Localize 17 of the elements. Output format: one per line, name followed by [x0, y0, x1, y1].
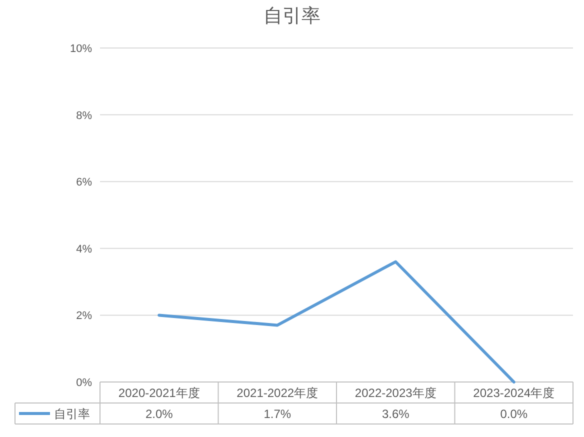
data-label: 3.6% — [382, 407, 410, 421]
y-tick-label: 8% — [76, 110, 92, 122]
y-tick-label: 4% — [76, 243, 92, 256]
chart-title: 自引率 — [264, 5, 320, 27]
data-label: 0.0% — [500, 407, 528, 421]
y-tick-label: 2% — [76, 310, 92, 322]
y-tick-label: 10% — [70, 43, 92, 55]
x-tick-label: 2020-2021年度 — [118, 386, 200, 400]
legend-label: 自引率 — [54, 407, 90, 421]
data-label: 2.0% — [145, 407, 174, 421]
x-tick-label: 2023-2024年度 — [473, 386, 555, 400]
y-tick-label: 6% — [76, 176, 92, 189]
data-label: 1.7% — [264, 407, 292, 421]
x-tick-label: 2022-2023年度 — [354, 386, 436, 400]
y-tick-label: 0% — [76, 377, 92, 389]
x-tick-label: 2021-2022年度 — [236, 386, 318, 400]
line-series — [158, 260, 516, 384]
